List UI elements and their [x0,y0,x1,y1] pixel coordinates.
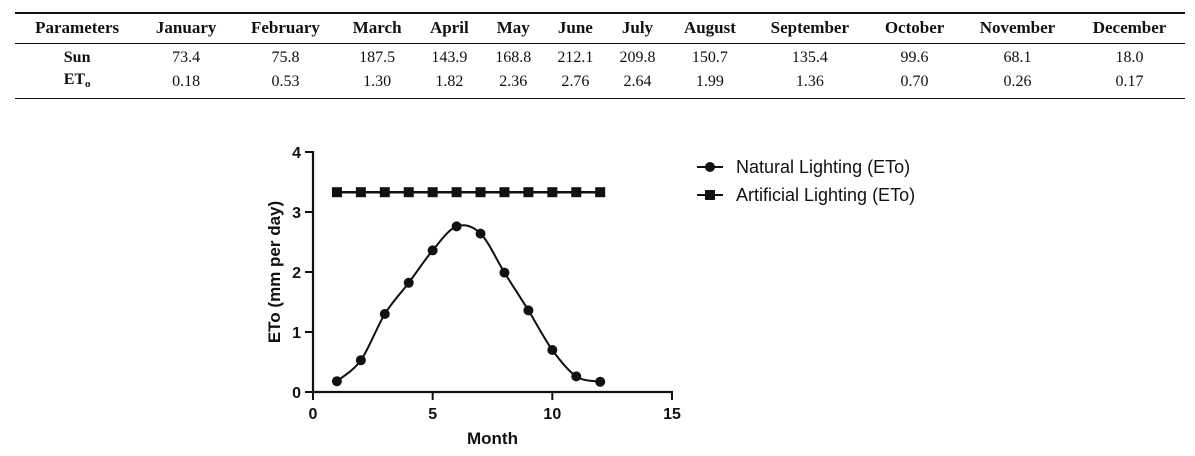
legend-item: Natural Lighting (ETo) [697,157,910,177]
table-cell: 99.6 [900,49,929,66]
table-row: ETo 0.18 0.53 1.30 1.82 2.36 2.76 2.64 1.99 1.36 0… [15,69,1185,99]
data-point [547,345,558,355]
x-tick-label: 0 [309,406,318,423]
column-header-month: February [233,12,338,44]
x-tick-label: 15 [663,406,681,423]
natural-lighting-series [331,221,606,387]
column-header-month: August [668,12,752,44]
data-point [451,187,462,198]
chart-series [331,187,606,387]
data-point [451,221,462,232]
legend-label: Artificial Lighting (ETo) [736,185,915,205]
column-header-month: October [868,12,961,44]
data-point [499,187,510,198]
data-point [475,228,486,239]
row-label-text: Sun [63,49,91,66]
column-header-month: January [139,12,234,44]
table-cell: 1.99 [668,69,752,99]
data-point [331,187,342,198]
data-point [523,187,534,198]
row-label-text: ET [63,71,86,88]
data-point [379,187,390,198]
legend-marker [705,190,715,200]
table-cell: 150.7 [691,49,728,66]
artificial-lighting-series [331,187,606,198]
column-header-parameters: Parameters [15,12,140,44]
parameters-table: Parameters January February March April May Ju… [15,12,1185,99]
x-tick-label: 10 [543,406,561,423]
table-cell: 209.8 [619,49,656,66]
y-axis-label: ETo (mm per day) [265,201,284,343]
data-point [355,355,366,366]
table-cell: 212.1 [557,49,594,66]
table-cell: 0.70 [868,69,961,99]
data-point [427,245,438,256]
column-header-month: September [751,12,869,44]
chart-legend: Natural Lighting (ETo) Artificial Lightin… [697,157,915,205]
y-tick-label: 0 [292,385,301,402]
data-point [403,187,414,198]
column-header-month: November [960,12,1075,44]
data-point [547,187,558,198]
data-point [427,187,438,198]
table-cell: 75.8 [271,49,300,66]
data-point [571,187,582,198]
data-point [595,376,606,387]
data-point [571,371,582,382]
table-cell: 143.9 [431,49,468,66]
y-tick-label: 1 [292,325,301,342]
table-cell: 2.64 [606,69,669,99]
table-cell: 1.82 [416,69,483,99]
table-row: Sun 73.4 75.8 187.5 143.9 168.8 212.1 209.8 150.… [15,44,1185,70]
table-body: Sun 73.4 75.8 187.5 143.9 168.8 212.1 209.8 150.… [15,44,1185,99]
table-cell: 187.5 [359,49,396,66]
column-header-month: June [544,12,607,44]
data-point [595,187,606,198]
data-point [523,305,534,316]
table-header: Parameters January February March April May Ju… [15,12,1185,44]
legend-item: Artificial Lighting (ETo) [697,185,915,205]
table-cell: 0.26 [960,69,1075,99]
table-cell: 168.8 [495,49,532,66]
row-label: Sun [15,44,139,70]
table-header-row: Parameters January February March April May Ju… [15,12,1185,44]
table-cell: 1.30 [337,69,417,99]
table-cell: 73.4 [172,49,201,66]
table-cell: 0.17 [1074,69,1185,99]
table-cell: 0.53 [233,69,338,99]
table-cell: 68.1 [1003,49,1032,66]
data-point [355,187,366,198]
x-axis-label: Month [467,429,518,448]
x-tick-label: 5 [428,406,437,423]
row-label: ETo [15,69,140,99]
data-point [379,309,390,319]
data-point [403,277,414,288]
parameters-table-container: Parameters January February March April May Ju… [15,12,1185,99]
table-cell: 0.18 [139,69,234,99]
legend-marker [705,162,715,172]
series-line [336,224,601,383]
column-header-month: March [337,12,417,44]
table-cell: 135.4 [791,49,828,66]
data-point [331,376,342,387]
chart-axes: 0 5 10 15 0 1 2 3 4 [292,145,681,423]
table-cell: 2.76 [544,69,607,99]
y-tick-label: 2 [292,265,301,282]
table-cell: 1.36 [751,69,869,99]
table-cell: 18.0 [1115,49,1144,66]
data-point [475,187,486,198]
column-header-month: December [1074,12,1185,44]
column-header-month: April [416,12,483,44]
legend-label: Natural Lighting (ETo) [736,157,910,177]
y-tick-label: 4 [292,145,301,162]
column-header-month: May [482,12,545,44]
table-cell: 2.36 [482,69,545,99]
row-label-subscript: o [85,78,91,90]
y-tick-label: 3 [292,205,301,222]
column-header-month: July [606,12,669,44]
data-point [499,267,510,278]
